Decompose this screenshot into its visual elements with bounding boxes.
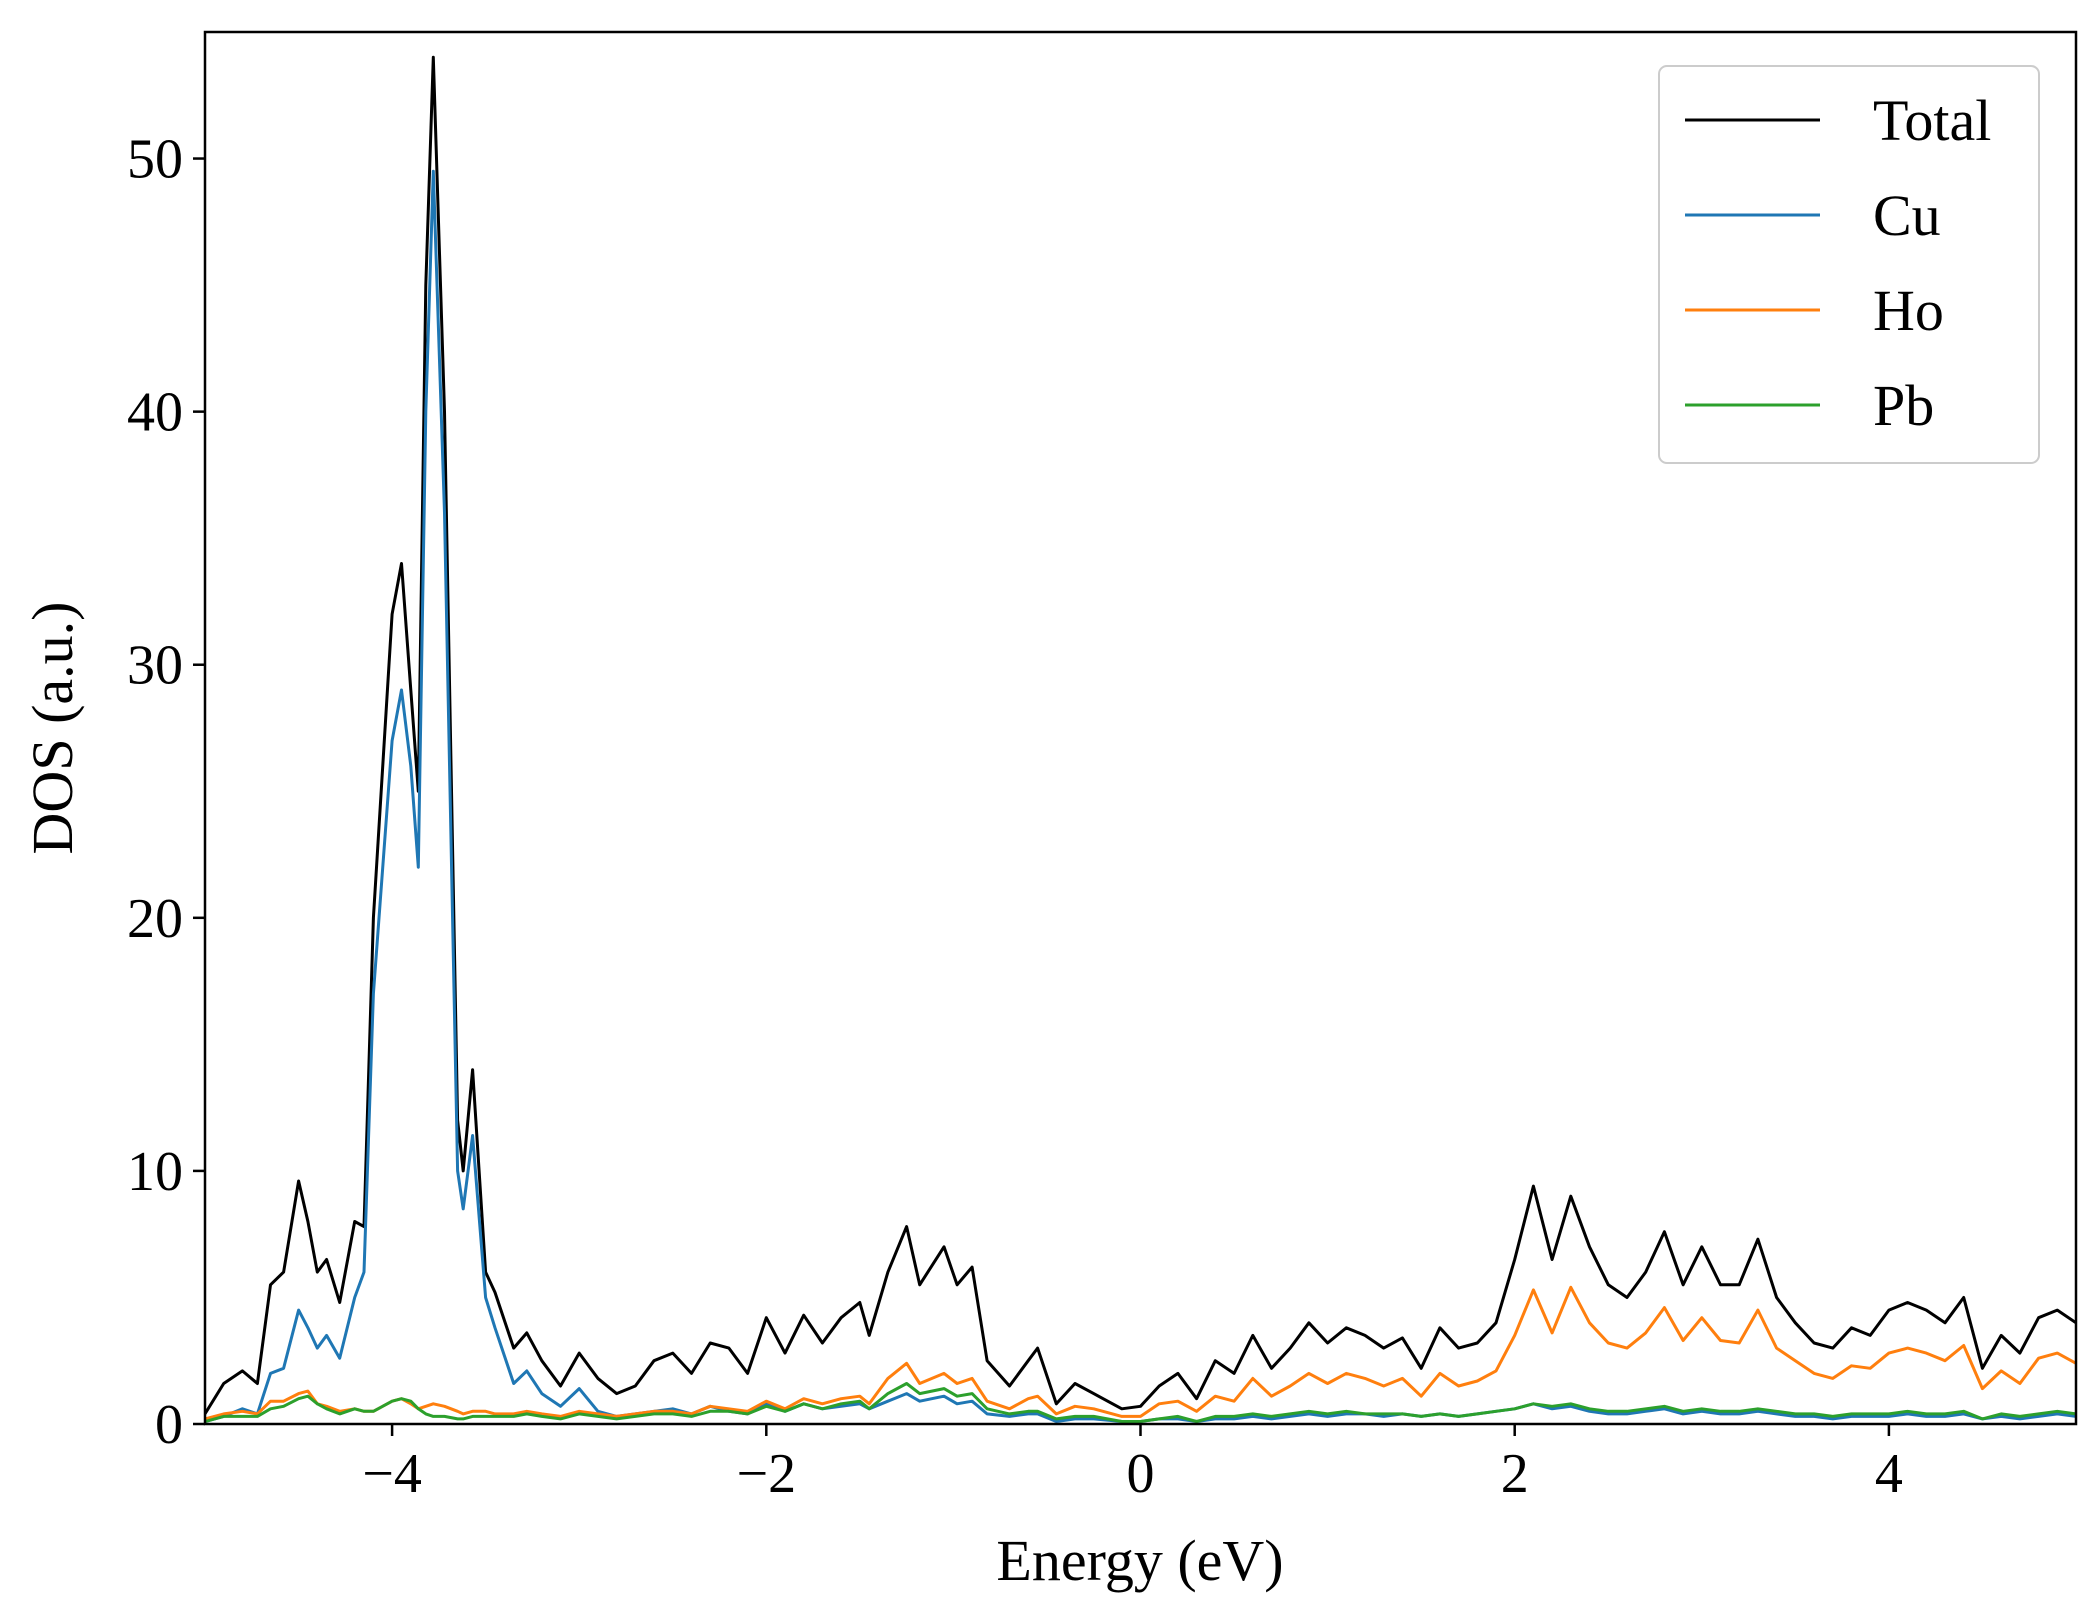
x-tick-label: 2 [1501, 1443, 1529, 1505]
x-axis-label: Energy (eV) [996, 1528, 1283, 1593]
legend-box [1658, 65, 2040, 464]
legend-label-ho: Ho [1873, 278, 1944, 343]
y-tick-label: 40 [127, 382, 183, 444]
y-tick-label: 10 [127, 1141, 183, 1203]
series-line-ho [205, 1285, 2076, 1421]
series-layer [205, 55, 2076, 1423]
legend-label-pb: Pb [1873, 373, 1934, 438]
legend-label-total: Total [1873, 88, 1991, 153]
y-axis-label: DOS (a.u.) [20, 602, 85, 855]
series-line-pb [205, 1382, 2076, 1423]
x-tick-label: 0 [1127, 1443, 1155, 1505]
y-tick-label: 50 [127, 129, 183, 191]
y-tick-label: 20 [127, 888, 183, 950]
series-line-total [205, 55, 2076, 1415]
legend-label-cu: Cu [1873, 183, 1941, 248]
x-tick-label: −2 [737, 1443, 797, 1505]
x-tick-label: −4 [362, 1443, 422, 1505]
y-tick-label: 0 [155, 1394, 183, 1456]
series-line-cu [205, 169, 2076, 1423]
x-tick-label: 4 [1875, 1443, 1903, 1505]
legend: Total Cu Ho Pb [1658, 65, 2040, 464]
x-axis: −4 −2 0 2 4 [362, 1424, 1903, 1505]
y-tick-label: 30 [127, 635, 183, 697]
y-axis: 0 10 20 30 40 50 [127, 129, 205, 1456]
